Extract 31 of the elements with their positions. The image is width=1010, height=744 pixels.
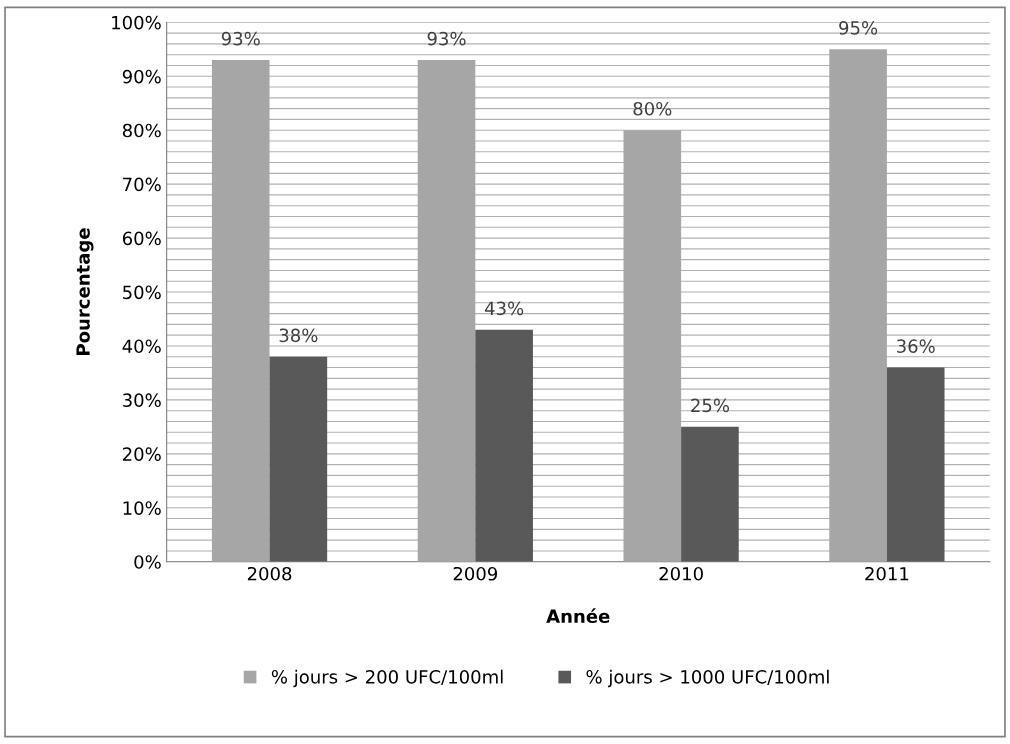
y-tick-label: 20% bbox=[122, 447, 161, 461]
y-axis-title: Pourcentage bbox=[76, 228, 94, 355]
data-label: 93% bbox=[221, 31, 260, 46]
x-tick-label: 2010 bbox=[659, 566, 703, 581]
data-label: 25% bbox=[691, 398, 729, 413]
x-axis-title: Année bbox=[546, 608, 610, 624]
y-tick-label: 30% bbox=[123, 393, 161, 408]
data-label: 38% bbox=[279, 328, 318, 343]
y-tick-label: 70% bbox=[123, 177, 161, 192]
y-tick-label: 50% bbox=[123, 285, 161, 300]
y-tick-label: 90% bbox=[122, 69, 161, 84]
x-tick-label: 2008 bbox=[247, 566, 292, 581]
y-tick-label: 80% bbox=[122, 123, 161, 138]
bar bbox=[475, 329, 533, 562]
legend-label: % jours > 200 UFC/100ml bbox=[271, 669, 503, 688]
data-label: 93% bbox=[427, 31, 466, 46]
x-tick-label: 2011 bbox=[865, 566, 909, 581]
legend-label: % jours > 1000 UFC/100ml bbox=[586, 669, 829, 688]
y-tick-label: 100% bbox=[112, 15, 161, 30]
y-tick-label: 40% bbox=[122, 339, 161, 354]
bar bbox=[269, 356, 328, 562]
data-label: 80% bbox=[633, 101, 672, 116]
bar bbox=[886, 367, 945, 562]
data-label: 95% bbox=[839, 21, 878, 35]
y-tick-label: 0% bbox=[134, 555, 161, 569]
y-tick-label: 10% bbox=[123, 501, 161, 515]
x-tick-label: 2009 bbox=[453, 566, 498, 581]
y-tick-label: 60% bbox=[122, 231, 161, 246]
data-label: 43% bbox=[484, 301, 524, 316]
data-label: 36% bbox=[897, 339, 935, 353]
bar bbox=[681, 426, 739, 562]
